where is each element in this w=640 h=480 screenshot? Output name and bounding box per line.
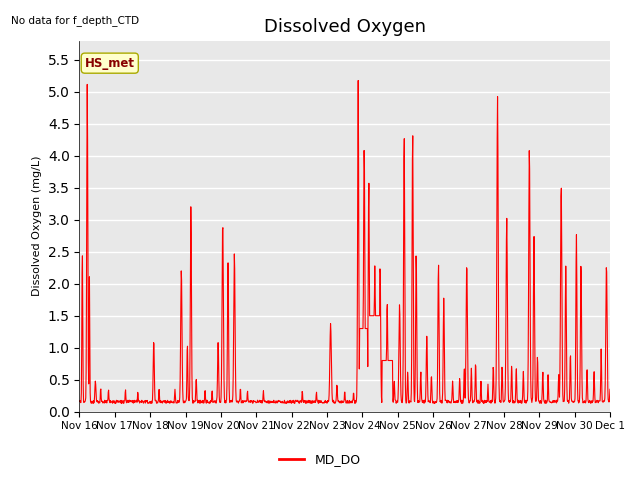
Text: HS_met: HS_met <box>84 57 135 70</box>
Title: Dissolved Oxygen: Dissolved Oxygen <box>264 18 426 36</box>
Legend: MD_DO: MD_DO <box>275 448 365 471</box>
Text: No data for f_depth_CTD: No data for f_depth_CTD <box>10 15 139 26</box>
Y-axis label: Dissolved Oxygen (mg/L): Dissolved Oxygen (mg/L) <box>32 156 42 297</box>
